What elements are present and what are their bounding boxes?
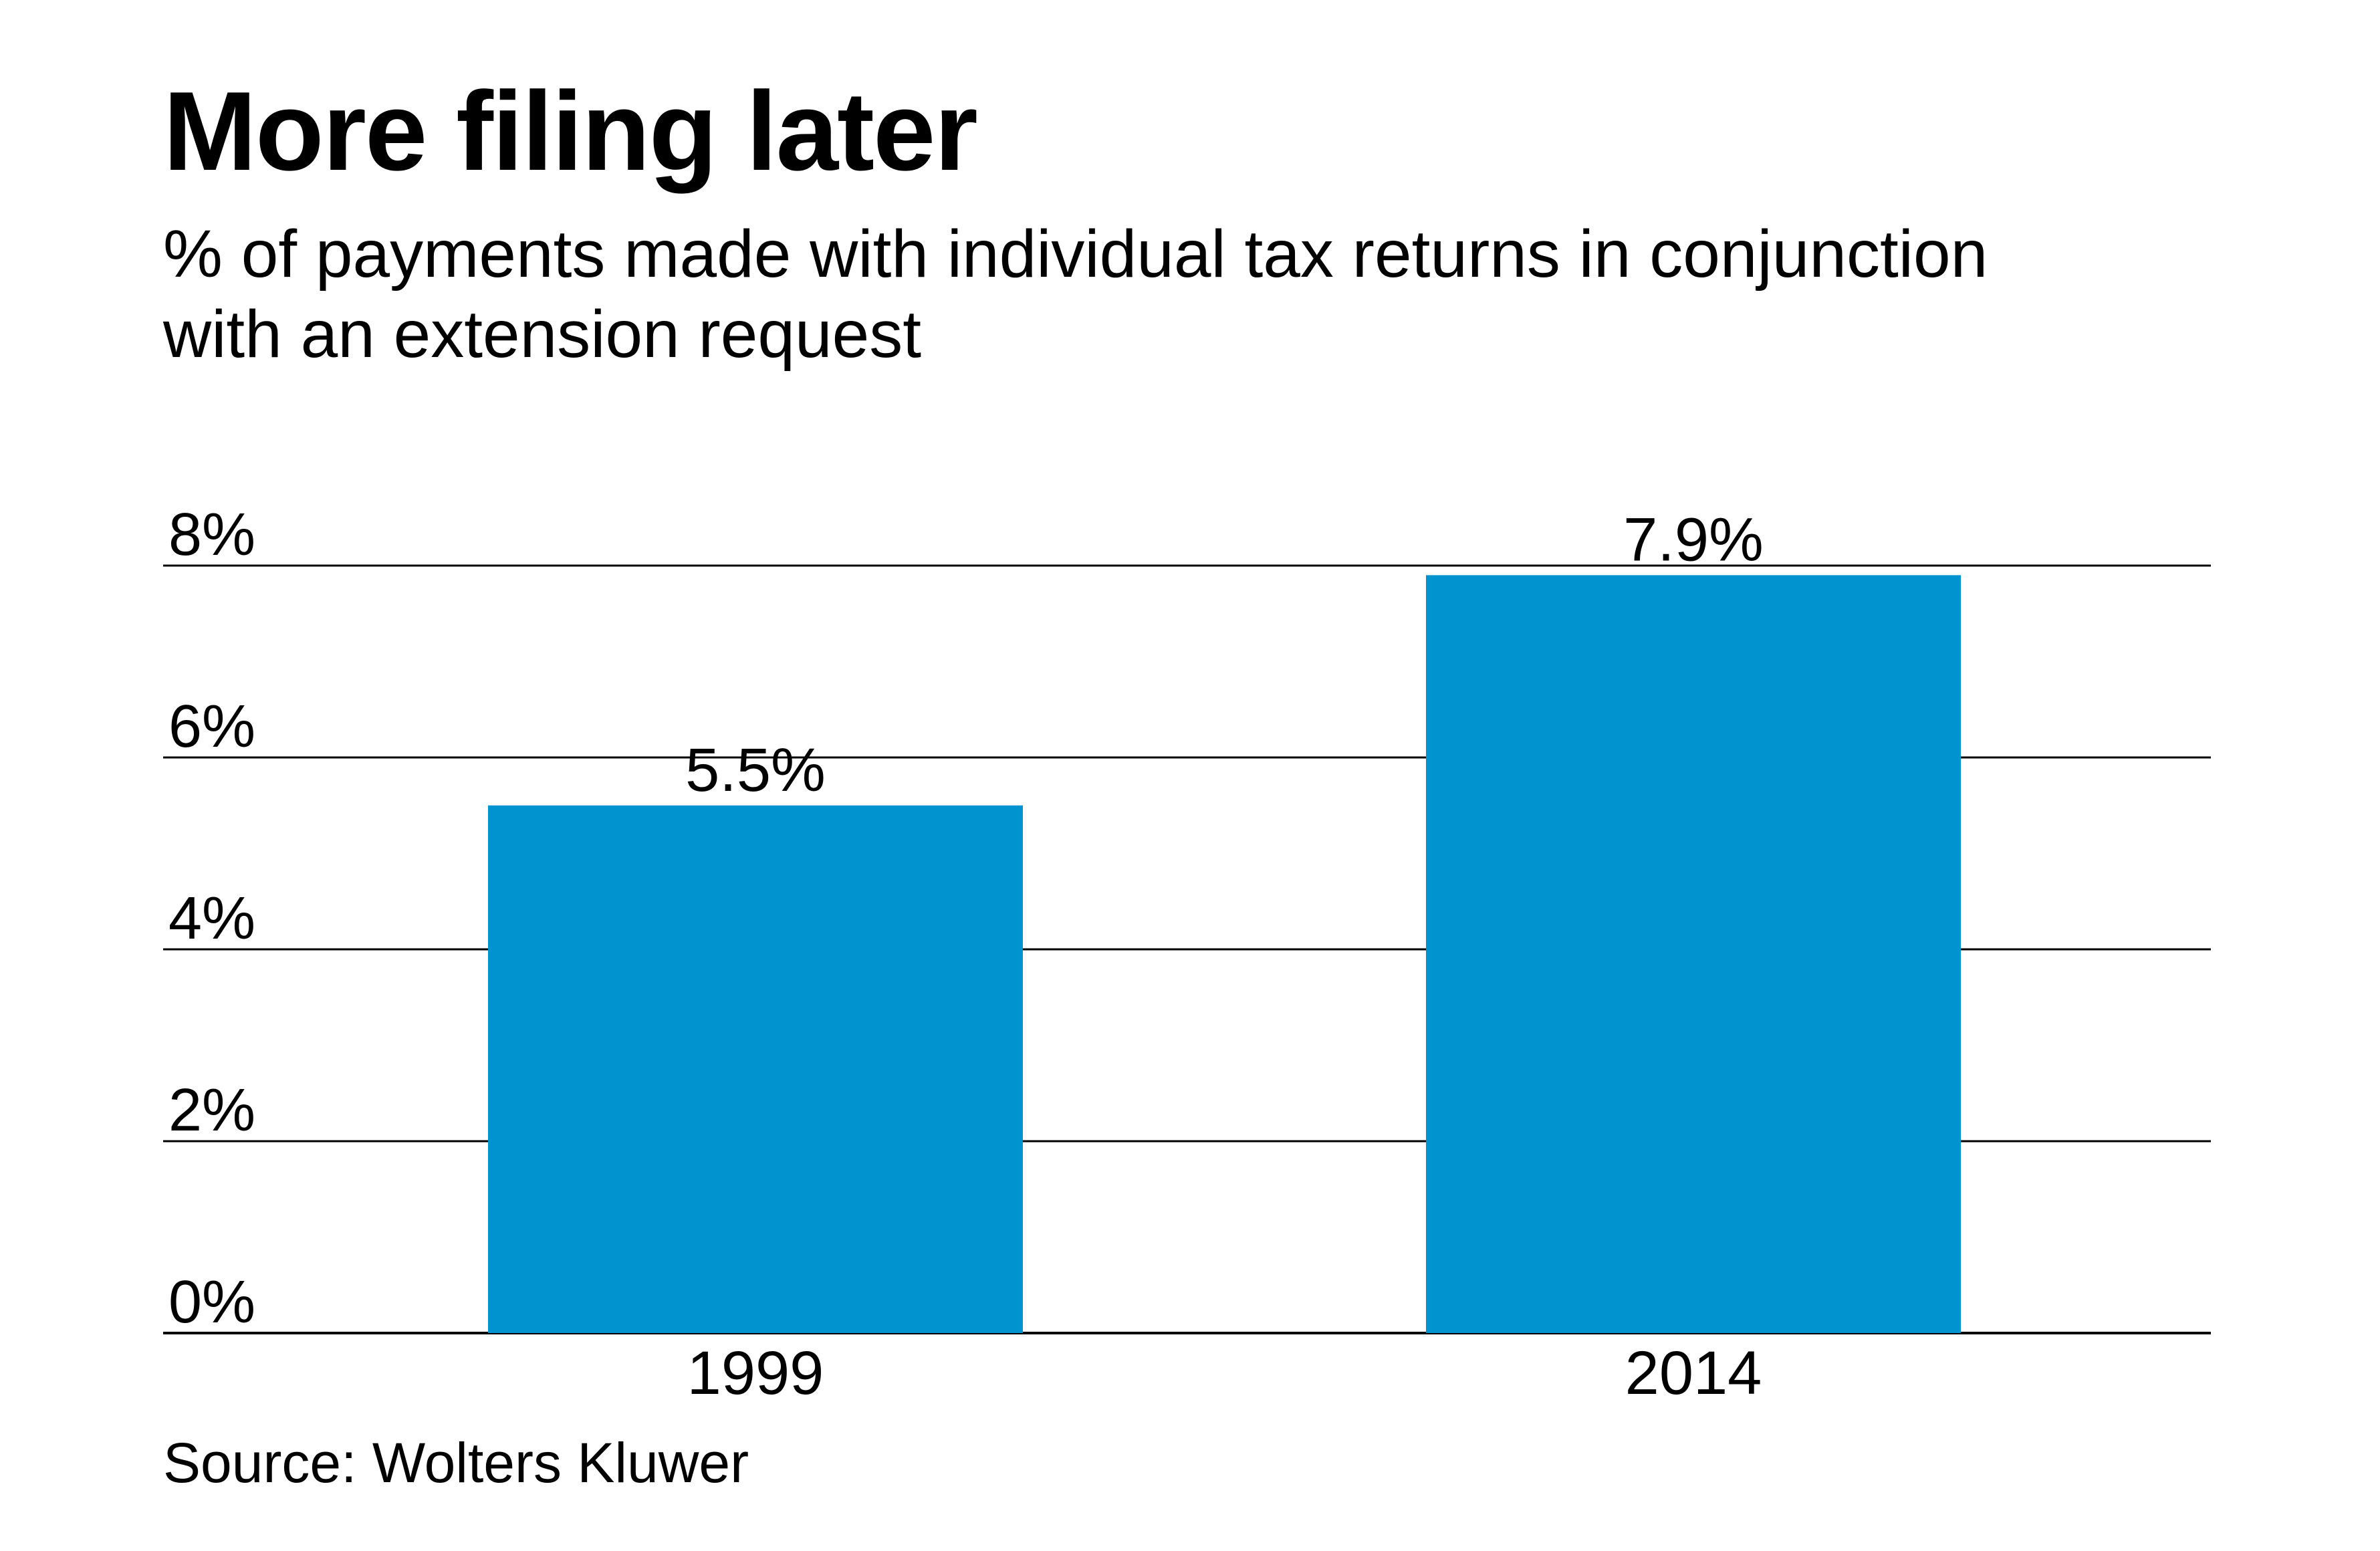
data-label: 5.5% <box>685 736 826 804</box>
bar-1999 <box>488 805 1023 1333</box>
y-tick-label: 0% <box>168 1269 255 1336</box>
x-tick-label: 2014 <box>1625 1339 1762 1407</box>
source-note: Source: Wolters Kluwer <box>163 1431 749 1494</box>
y-tick-label: 6% <box>168 693 255 760</box>
data-label: 7.9% <box>1623 505 1764 574</box>
chart-title: More filing later <box>163 68 978 194</box>
bar-2014 <box>1426 575 1961 1333</box>
x-tick-label: 1999 <box>687 1339 824 1407</box>
chart-subtitle: % of payments made with individual tax r… <box>163 217 1988 372</box>
y-tick-label: 2% <box>168 1077 255 1144</box>
y-tick-label: 8% <box>168 501 255 568</box>
y-tick-label: 4% <box>168 885 255 952</box>
